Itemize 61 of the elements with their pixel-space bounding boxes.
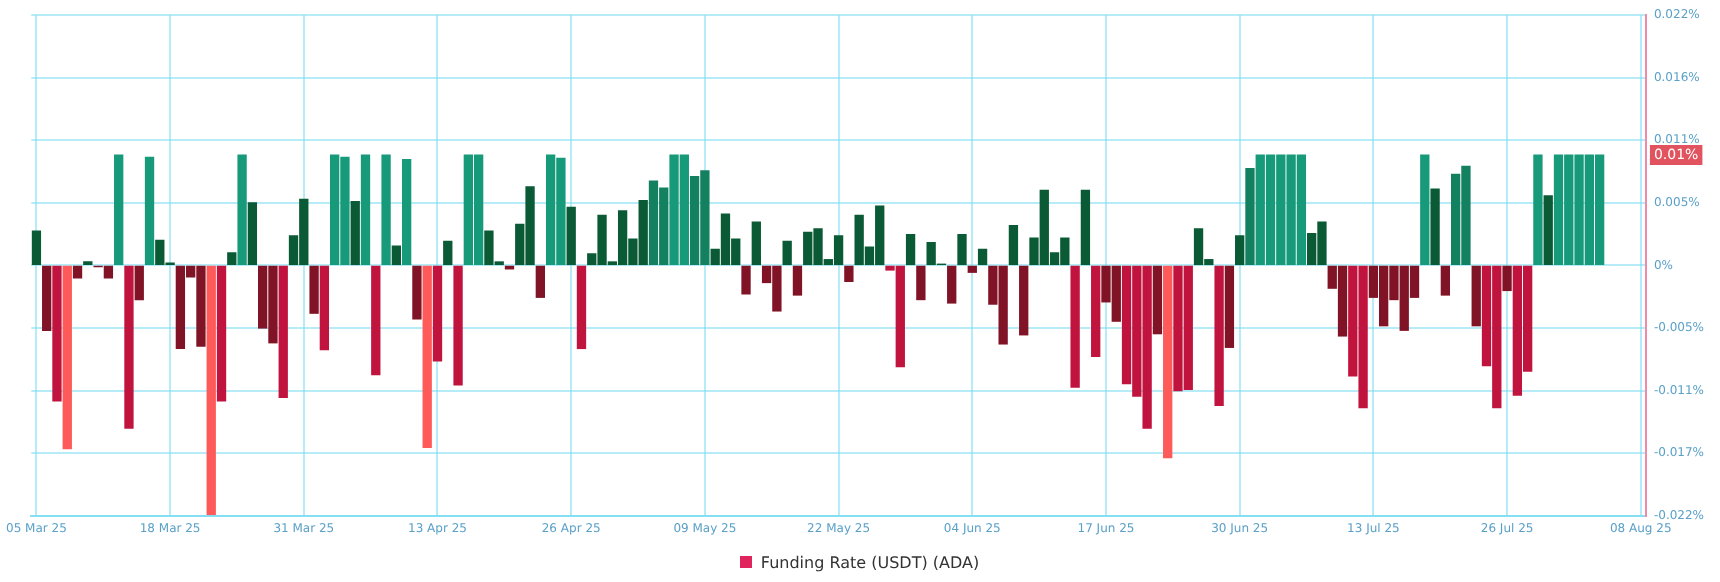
bar bbox=[1430, 188, 1440, 266]
bar bbox=[247, 202, 258, 266]
bar bbox=[360, 154, 371, 266]
bar bbox=[1235, 235, 1245, 266]
bar bbox=[1070, 265, 1080, 388]
bar bbox=[1214, 265, 1224, 406]
bar bbox=[1471, 265, 1481, 327]
bar bbox=[381, 154, 391, 266]
bar bbox=[134, 265, 144, 301]
bar bbox=[62, 265, 72, 450]
bar bbox=[216, 265, 227, 402]
bar bbox=[1163, 265, 1173, 459]
bar bbox=[1420, 154, 1430, 266]
bar bbox=[278, 265, 288, 398]
bar bbox=[905, 234, 916, 266]
bar bbox=[1019, 265, 1029, 336]
bar bbox=[206, 265, 216, 516]
bar bbox=[1440, 265, 1451, 296]
bar bbox=[1543, 195, 1553, 266]
bar bbox=[412, 265, 422, 320]
bar bbox=[319, 265, 330, 351]
bar bbox=[1224, 265, 1235, 348]
bar bbox=[535, 265, 545, 298]
bar bbox=[1502, 265, 1512, 292]
bar bbox=[114, 154, 124, 266]
bar bbox=[1533, 154, 1543, 266]
bar bbox=[350, 201, 360, 266]
bar bbox=[237, 154, 247, 266]
bar bbox=[751, 221, 761, 266]
bar bbox=[844, 265, 854, 282]
bar bbox=[967, 265, 977, 273]
bar bbox=[1080, 189, 1091, 266]
bar bbox=[401, 158, 412, 266]
bar bbox=[566, 206, 576, 266]
bar bbox=[453, 265, 463, 386]
bar bbox=[947, 265, 957, 304]
bar bbox=[443, 240, 453, 266]
bar bbox=[309, 265, 319, 314]
bar bbox=[31, 230, 42, 266]
bar bbox=[391, 245, 402, 266]
bar bbox=[42, 265, 52, 331]
bar bbox=[977, 248, 988, 266]
bar bbox=[124, 265, 134, 429]
bar bbox=[916, 265, 926, 301]
bar bbox=[741, 265, 751, 295]
bar bbox=[1152, 265, 1163, 335]
bar bbox=[72, 265, 83, 279]
bar bbox=[371, 265, 381, 376]
bar bbox=[782, 240, 792, 266]
bar bbox=[432, 265, 443, 362]
bar bbox=[1008, 224, 1019, 266]
bar bbox=[792, 265, 803, 296]
bar bbox=[422, 265, 432, 449]
text: Funding Rate (USDT) (ADA) bbox=[760, 553, 980, 571]
bar bbox=[227, 252, 237, 266]
bar bbox=[1091, 265, 1101, 358]
bar bbox=[1245, 168, 1255, 266]
bar bbox=[52, 265, 62, 402]
bar bbox=[957, 234, 967, 266]
bar bbox=[144, 156, 155, 266]
bar bbox=[576, 265, 587, 350]
